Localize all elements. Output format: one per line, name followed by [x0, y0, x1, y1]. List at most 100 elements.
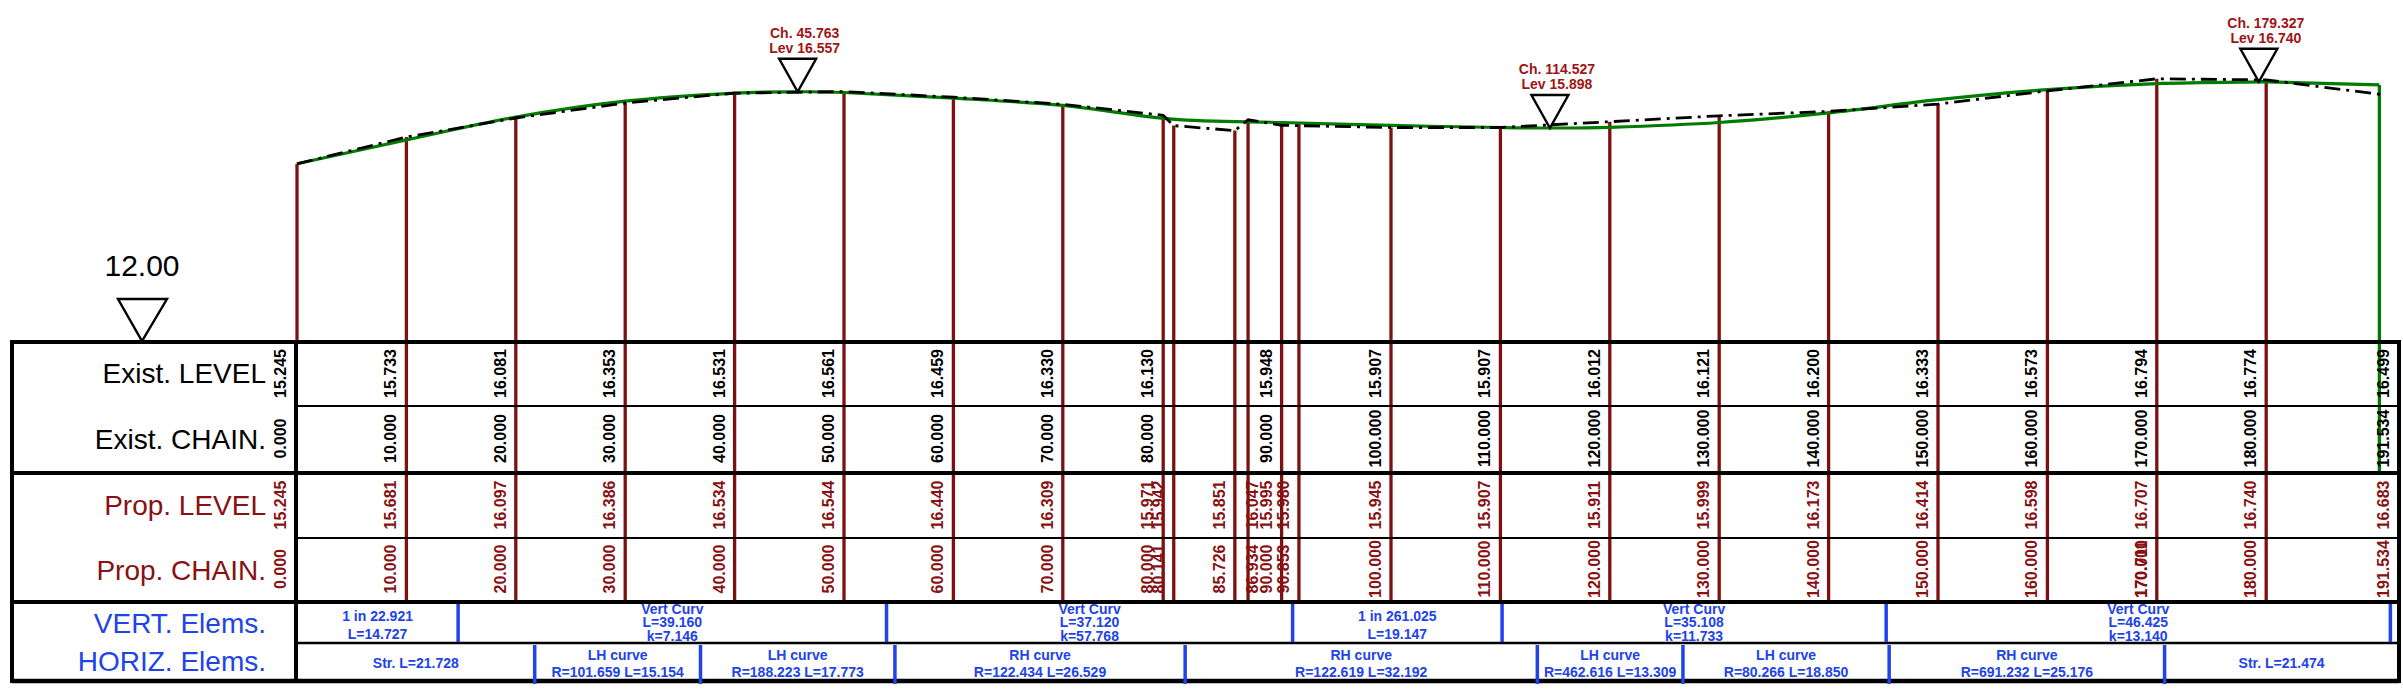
horiz-elem-text: Str. L=21.728 — [373, 655, 459, 671]
longitudinal-section-drawing: Exist. LEVELExist. CHAIN.Prop. LEVELProp… — [0, 0, 2403, 689]
prop-chain-value: 100.000 — [1367, 540, 1384, 598]
exist-chain-value: 180.000 — [2242, 409, 2259, 467]
exist-level-value: 15.948 — [1258, 349, 1275, 398]
horiz-elem-text: LH curve — [588, 647, 648, 663]
peak-chainage-label: Ch. 45.763 — [770, 25, 839, 41]
datum-level-label: 12.00 — [104, 249, 179, 282]
exist-chain-value: 120.000 — [1586, 409, 1603, 467]
peak-level-label: Lev 16.557 — [769, 40, 840, 56]
exist-level-value: 16.121 — [1695, 349, 1712, 398]
prop-level-value: 16.534 — [711, 480, 728, 529]
exist-chain-value: 80.000 — [1139, 414, 1156, 463]
exist-level-value: 15.907 — [1476, 349, 1493, 398]
horiz-elem-text: RH curve — [1996, 647, 2058, 663]
prop-level-value: 16.707 — [2133, 480, 2150, 529]
exist-chain-value: 170.000 — [2133, 409, 2150, 467]
prop-level-value: 15.681 — [382, 480, 399, 529]
exist-level-value: 16.200 — [1805, 349, 1822, 398]
row-label-exist-level: Exist. LEVEL — [103, 358, 266, 389]
prop-level-value: 15.851 — [1211, 480, 1228, 529]
prop-chain-value: 20.000 — [492, 544, 509, 593]
exist-chain-value: 60.000 — [929, 414, 946, 463]
horiz-elem-text: LH curve — [1580, 647, 1640, 663]
exist-chain-value: 20.000 — [492, 414, 509, 463]
vert-elem-text: L=19.147 — [1368, 626, 1428, 642]
horiz-elem-text: R=122.619 L=32.192 — [1295, 664, 1428, 680]
prop-chain-value: 0.000 — [272, 549, 289, 589]
exist-level-value: 16.794 — [2133, 349, 2150, 398]
exist-level-value: 16.333 — [1914, 349, 1931, 398]
prop-chain-value: 85.726 — [1211, 544, 1228, 593]
peak-chainage-label: Ch. 179.327 — [2227, 15, 2304, 31]
exist-chain-value: 40.000 — [711, 414, 728, 463]
vert-elem-text: 1 in 22.921 — [342, 608, 413, 624]
exist-level-value: 16.012 — [1586, 349, 1603, 398]
exist-level-value: 16.531 — [711, 349, 728, 398]
prop-chain-value: 30.000 — [601, 544, 618, 593]
exist-chain-value: 30.000 — [601, 414, 618, 463]
horiz-elem-text: LH curve — [1756, 647, 1816, 663]
horiz-elem-text: R=188.223 L=17.773 — [732, 664, 865, 680]
peak-level-label: Lev 15.898 — [1522, 76, 1593, 92]
exist-level-value: 15.907 — [1367, 349, 1384, 398]
exist-chain-value: 140.000 — [1805, 409, 1822, 467]
prop-level-value: 15.945 — [1367, 480, 1384, 529]
exist-level-value: 16.499 — [2375, 349, 2392, 398]
section-sheet: Exist. LEVELExist. CHAIN.Prop. LEVELProp… — [0, 0, 2403, 689]
prop-chain-value: 70.000 — [1039, 544, 1056, 593]
row-label-horiz-elems: HORIZ. Elems. — [78, 646, 266, 677]
horiz-elem-text: R=691.232 L=25.176 — [1961, 664, 2094, 680]
background — [0, 0, 2403, 689]
prop-level-value: 16.683 — [2375, 480, 2392, 529]
prop-chain-value: 110.000 — [1476, 540, 1493, 597]
prop-level-value: 16.740 — [2242, 480, 2259, 529]
vert-elem-text: k=11.733 — [1665, 628, 1723, 644]
prop-chain-value: 50.000 — [820, 544, 837, 593]
exist-chain-value: 130.000 — [1695, 409, 1712, 467]
prop-level-value: 15.907 — [1476, 480, 1493, 529]
prop-level-value: 16.309 — [1039, 480, 1056, 529]
row-label-exist-chain: Exist. CHAIN. — [95, 424, 266, 455]
prop-level-value: 16.440 — [929, 480, 946, 529]
exist-chain-value: 110.000 — [1476, 410, 1493, 467]
horiz-elem-text: Str. L=21.474 — [2239, 655, 2325, 671]
peak-level-label: Lev 16.740 — [2230, 30, 2301, 46]
horiz-elem-text: RH curve — [1331, 647, 1393, 663]
prop-chain-value: 191.534 — [2375, 540, 2392, 598]
horiz-elem-text: R=101.659 L=15.154 — [551, 664, 684, 680]
horiz-elem-text: R=122.434 L=26.529 — [974, 664, 1107, 680]
vert-elem-text: k=57.768 — [1060, 628, 1119, 644]
exist-level-value: 16.330 — [1039, 349, 1056, 398]
horiz-elem-text: RH curve — [1009, 647, 1071, 663]
prop-chain-value: 40.000 — [711, 544, 728, 593]
exist-chain-value: 90.000 — [1258, 414, 1275, 463]
prop-chain-value: 160.000 — [2023, 540, 2040, 598]
prop-level-value: 16.097 — [492, 480, 509, 529]
row-label-vert-elems: VERT. Elems. — [94, 608, 266, 639]
horiz-elem-text: R=80.266 L=18.850 — [1724, 664, 1849, 680]
vert-elem-text: k=13.140 — [2109, 628, 2168, 644]
prop-chain-value: 170.711 — [2133, 540, 2150, 597]
exist-level-value: 15.733 — [382, 349, 399, 398]
prop-level-value: 15.245 — [272, 480, 289, 529]
prop-chain-value: 90.000 — [1258, 544, 1275, 593]
vert-elem-text: 1 in 261.025 — [1358, 608, 1437, 624]
row-label-prop-chain: Prop. CHAIN. — [96, 555, 266, 586]
exist-level-value: 15.245 — [272, 349, 289, 398]
prop-level-value: 15.980 — [1275, 480, 1292, 529]
horiz-elem-text: R=462.616 L=13.309 — [1544, 664, 1677, 680]
horiz-elem-text: LH curve — [768, 647, 828, 663]
prop-level-value: 16.386 — [601, 480, 618, 529]
vert-elem-text: k=7.146 — [647, 628, 698, 644]
exist-chain-value: 50.000 — [820, 414, 837, 463]
exist-chain-value: 160.000 — [2023, 409, 2040, 467]
prop-level-value: 15.995 — [1258, 480, 1275, 529]
prop-chain-value: 180.000 — [2242, 540, 2259, 598]
prop-chain-value: 10.000 — [382, 544, 399, 593]
prop-level-value: 16.414 — [1914, 480, 1931, 529]
exist-level-value: 16.459 — [929, 349, 946, 398]
exist-chain-value: 10.000 — [382, 414, 399, 463]
exist-level-value: 16.081 — [492, 349, 509, 398]
exist-level-value: 16.130 — [1139, 349, 1156, 398]
exist-level-value: 16.774 — [2242, 349, 2259, 398]
